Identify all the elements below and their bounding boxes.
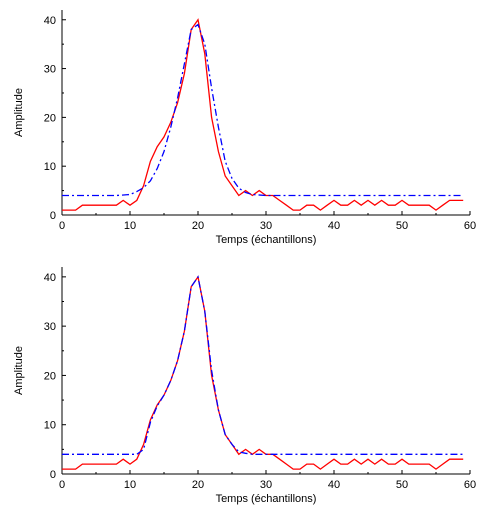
x-tick-label: 30 — [260, 220, 272, 232]
y-tick-label: 0 — [50, 210, 56, 222]
x-tick-label: 50 — [396, 479, 408, 491]
y-tick-label: 20 — [44, 112, 56, 124]
x-tick-label: 20 — [192, 479, 204, 491]
x-tick-label: 10 — [124, 220, 136, 232]
series-line-solid — [62, 275, 464, 470]
series-line-dashdot — [62, 23, 464, 197]
x-axis-label: Temps (échantillons) — [216, 234, 317, 246]
x-tick-label: 60 — [464, 220, 476, 232]
y-tick-label: 0 — [50, 469, 56, 481]
y-tick-label: 30 — [44, 321, 56, 333]
x-tick-label: 40 — [328, 220, 340, 232]
series-line-dashdot — [62, 275, 464, 455]
x-tick-label: 20 — [192, 220, 204, 232]
y-tick-label: 40 — [44, 15, 56, 27]
y-tick-label: 40 — [44, 272, 56, 284]
y-axis-label: Amplitude — [13, 88, 25, 137]
x-tick-label: 10 — [124, 479, 136, 491]
x-tick-label: 60 — [464, 479, 476, 491]
chart-panel-1: 0 10 20 30 40 50 60 0 10 20 30 40 Temps (échantillon… — [13, 10, 476, 246]
x-tick-label: 30 — [260, 479, 272, 491]
x-tick-label: 0 — [59, 479, 65, 491]
y-tick-label: 20 — [44, 370, 56, 382]
chart-panel-2: 0 10 20 30 40 50 60 0 10 20 30 40 Temps (échantillon… — [13, 267, 476, 505]
y-tick-label: 10 — [44, 161, 56, 173]
series-line-solid — [62, 18, 464, 211]
x-tick-label: 50 — [396, 220, 408, 232]
y-tick-label: 30 — [44, 64, 56, 76]
x-tick-label: 0 — [59, 220, 65, 232]
x-tick-label: 40 — [328, 479, 340, 491]
y-tick-label: 10 — [44, 420, 56, 432]
y-axis-label: Amplitude — [13, 346, 25, 395]
x-axis-label: Temps (échantillons) — [216, 493, 317, 505]
